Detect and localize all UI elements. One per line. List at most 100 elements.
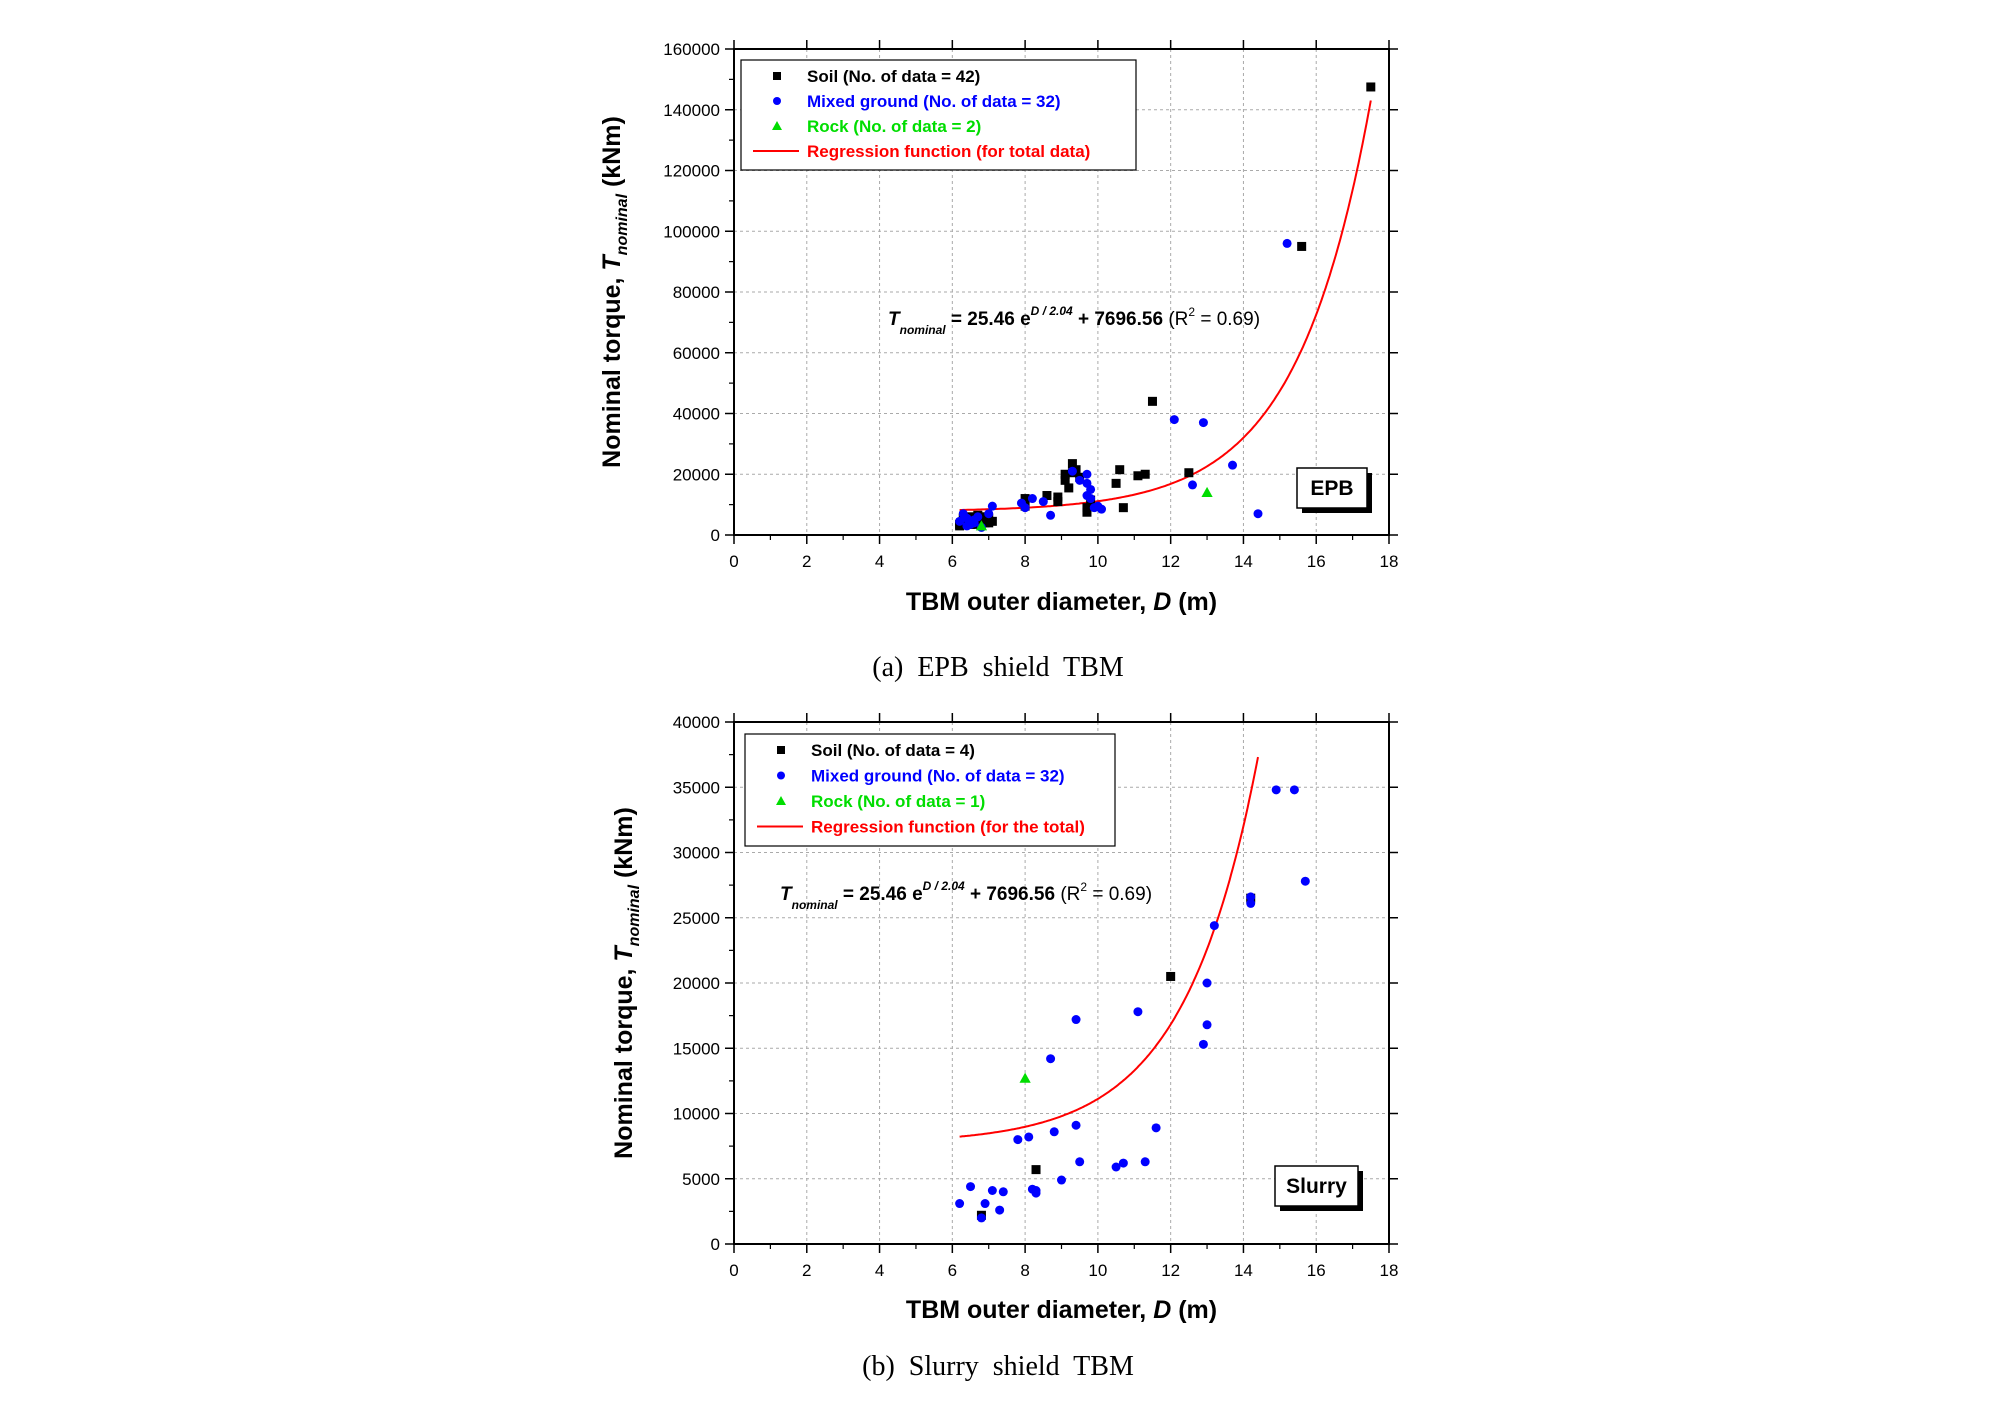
y-tick-label: 120000 bbox=[663, 162, 720, 181]
data-point bbox=[1140, 469, 1150, 479]
y-tick-label: 5000 bbox=[682, 1170, 720, 1189]
legend-marker bbox=[776, 796, 786, 805]
series-circle bbox=[955, 238, 1292, 532]
legend-box bbox=[744, 733, 1116, 847]
data-point bbox=[1201, 486, 1213, 497]
data-point bbox=[1060, 475, 1070, 485]
data-point bbox=[1024, 1132, 1034, 1142]
legend-box bbox=[740, 59, 1137, 171]
y-tick-label: 15000 bbox=[673, 1039, 720, 1058]
legend-marker bbox=[777, 771, 785, 780]
legend-label: Rock (No. of data = 1) bbox=[811, 792, 985, 811]
chart-panel-slurry: 0 2 4 6 8 10 12 14 16 18 0 5000 10000 15000 20000 25000… bbox=[610, 713, 1398, 1382]
data-point bbox=[1202, 978, 1212, 988]
x-tick-label: 4 bbox=[875, 552, 884, 571]
data-point bbox=[1118, 503, 1128, 513]
data-point bbox=[1093, 501, 1103, 511]
data-point bbox=[1228, 460, 1238, 470]
x-tick-label: 18 bbox=[1380, 1261, 1399, 1280]
data-point bbox=[955, 521, 965, 531]
data-point bbox=[1198, 1039, 1208, 1049]
y-tick-label: 40000 bbox=[673, 713, 720, 732]
x-tick-label: 18 bbox=[1380, 552, 1399, 571]
data-point bbox=[969, 515, 979, 525]
x-tick-label: 2 bbox=[802, 1261, 811, 1280]
data-point bbox=[1209, 921, 1219, 931]
data-point bbox=[1166, 971, 1176, 981]
data-point bbox=[995, 1205, 1005, 1215]
data-point bbox=[1271, 785, 1281, 795]
legend-label: Soil (No. of data = 42) bbox=[807, 67, 980, 86]
legend-marker bbox=[773, 72, 781, 80]
data-point bbox=[1038, 497, 1048, 507]
data-point bbox=[1020, 503, 1030, 513]
legend-marker bbox=[773, 97, 781, 105]
data-point bbox=[1049, 1127, 1059, 1137]
data-point bbox=[1147, 396, 1157, 406]
data-point bbox=[1282, 238, 1292, 248]
y-tick-label: 20000 bbox=[673, 465, 720, 484]
y-axis-label: Nominal torque, Tnominal (kNm) bbox=[598, 116, 631, 468]
y-tick-label: 80000 bbox=[673, 283, 720, 302]
data-point bbox=[1027, 1184, 1037, 1194]
data-point bbox=[955, 1199, 965, 1209]
figure-caption: (a) EPB shield TBM bbox=[872, 652, 1124, 683]
data-point bbox=[1140, 1157, 1150, 1167]
data-point bbox=[1246, 892, 1256, 902]
x-tick-label: 2 bbox=[802, 552, 811, 571]
x-axis-label: TBM outer diameter, D (m) bbox=[906, 1296, 1217, 1324]
data-point bbox=[1082, 503, 1092, 513]
x-tick-label: 16 bbox=[1307, 552, 1326, 571]
x-tick-label: 16 bbox=[1307, 1261, 1326, 1280]
x-tick-label: 6 bbox=[948, 552, 957, 571]
ground-label: Slurry bbox=[1286, 1175, 1347, 1198]
ground-label: EPB bbox=[1310, 477, 1353, 500]
data-point bbox=[1067, 466, 1077, 476]
data-point bbox=[1082, 469, 1092, 479]
legend-label: Regression function (for total data) bbox=[807, 142, 1090, 161]
series-triangle bbox=[1019, 1072, 1031, 1083]
regression-equation: Tnominal = 25.46 eD / 2.04 + 7696.56 (R2… bbox=[888, 304, 1260, 337]
y-tick-label: 25000 bbox=[673, 909, 720, 928]
data-point bbox=[1075, 1157, 1085, 1167]
x-tick-label: 10 bbox=[1088, 552, 1107, 571]
y-tick-label: 0 bbox=[711, 526, 720, 545]
data-point bbox=[1366, 82, 1376, 92]
data-point bbox=[1111, 478, 1121, 488]
data-point bbox=[1111, 1162, 1121, 1172]
data-point bbox=[1046, 510, 1056, 520]
data-point bbox=[1082, 507, 1092, 517]
legend-label: Soil (No. of data = 4) bbox=[811, 741, 975, 760]
y-tick-label: 30000 bbox=[673, 844, 720, 863]
data-point bbox=[1118, 1158, 1128, 1168]
chart-panel-epb: 0 2 4 6 8 10 12 14 16 18 0 20000 40000 60000 80000 1000… bbox=[598, 40, 1398, 683]
legend-marker bbox=[772, 121, 782, 130]
y-tick-label: 40000 bbox=[673, 405, 720, 424]
y-tick-label: 100000 bbox=[663, 222, 720, 241]
data-point bbox=[1198, 418, 1208, 428]
x-tick-label: 6 bbox=[948, 1261, 957, 1280]
data-point bbox=[1020, 494, 1030, 504]
x-tick-label: 14 bbox=[1234, 552, 1253, 571]
data-point bbox=[1013, 1135, 1023, 1145]
y-axis-label: Nominal torque, Tnominal (kNm) bbox=[610, 807, 643, 1159]
x-tick-label: 4 bbox=[875, 1261, 884, 1280]
legend: Soil (No. of data = 4) Mixed ground (No. … bbox=[744, 733, 1116, 847]
data-point bbox=[1064, 483, 1074, 493]
data-point bbox=[975, 520, 988, 531]
data-point bbox=[1042, 491, 1052, 501]
ground-label-box bbox=[1296, 467, 1368, 509]
y-tick-label: 60000 bbox=[673, 344, 720, 363]
data-point bbox=[980, 1199, 990, 1209]
data-point bbox=[1253, 509, 1263, 519]
legend-label: Mixed ground (No. of data = 32) bbox=[811, 767, 1065, 786]
data-point bbox=[1297, 241, 1307, 251]
figure-caption: (b) Slurry shield TBM bbox=[862, 1351, 1134, 1382]
data-point bbox=[1019, 1072, 1031, 1083]
data-point bbox=[966, 1182, 976, 1192]
legend-marker bbox=[777, 746, 785, 754]
data-point bbox=[1188, 480, 1197, 490]
data-point bbox=[1086, 484, 1096, 494]
x-tick-label: 8 bbox=[1020, 1261, 1029, 1280]
